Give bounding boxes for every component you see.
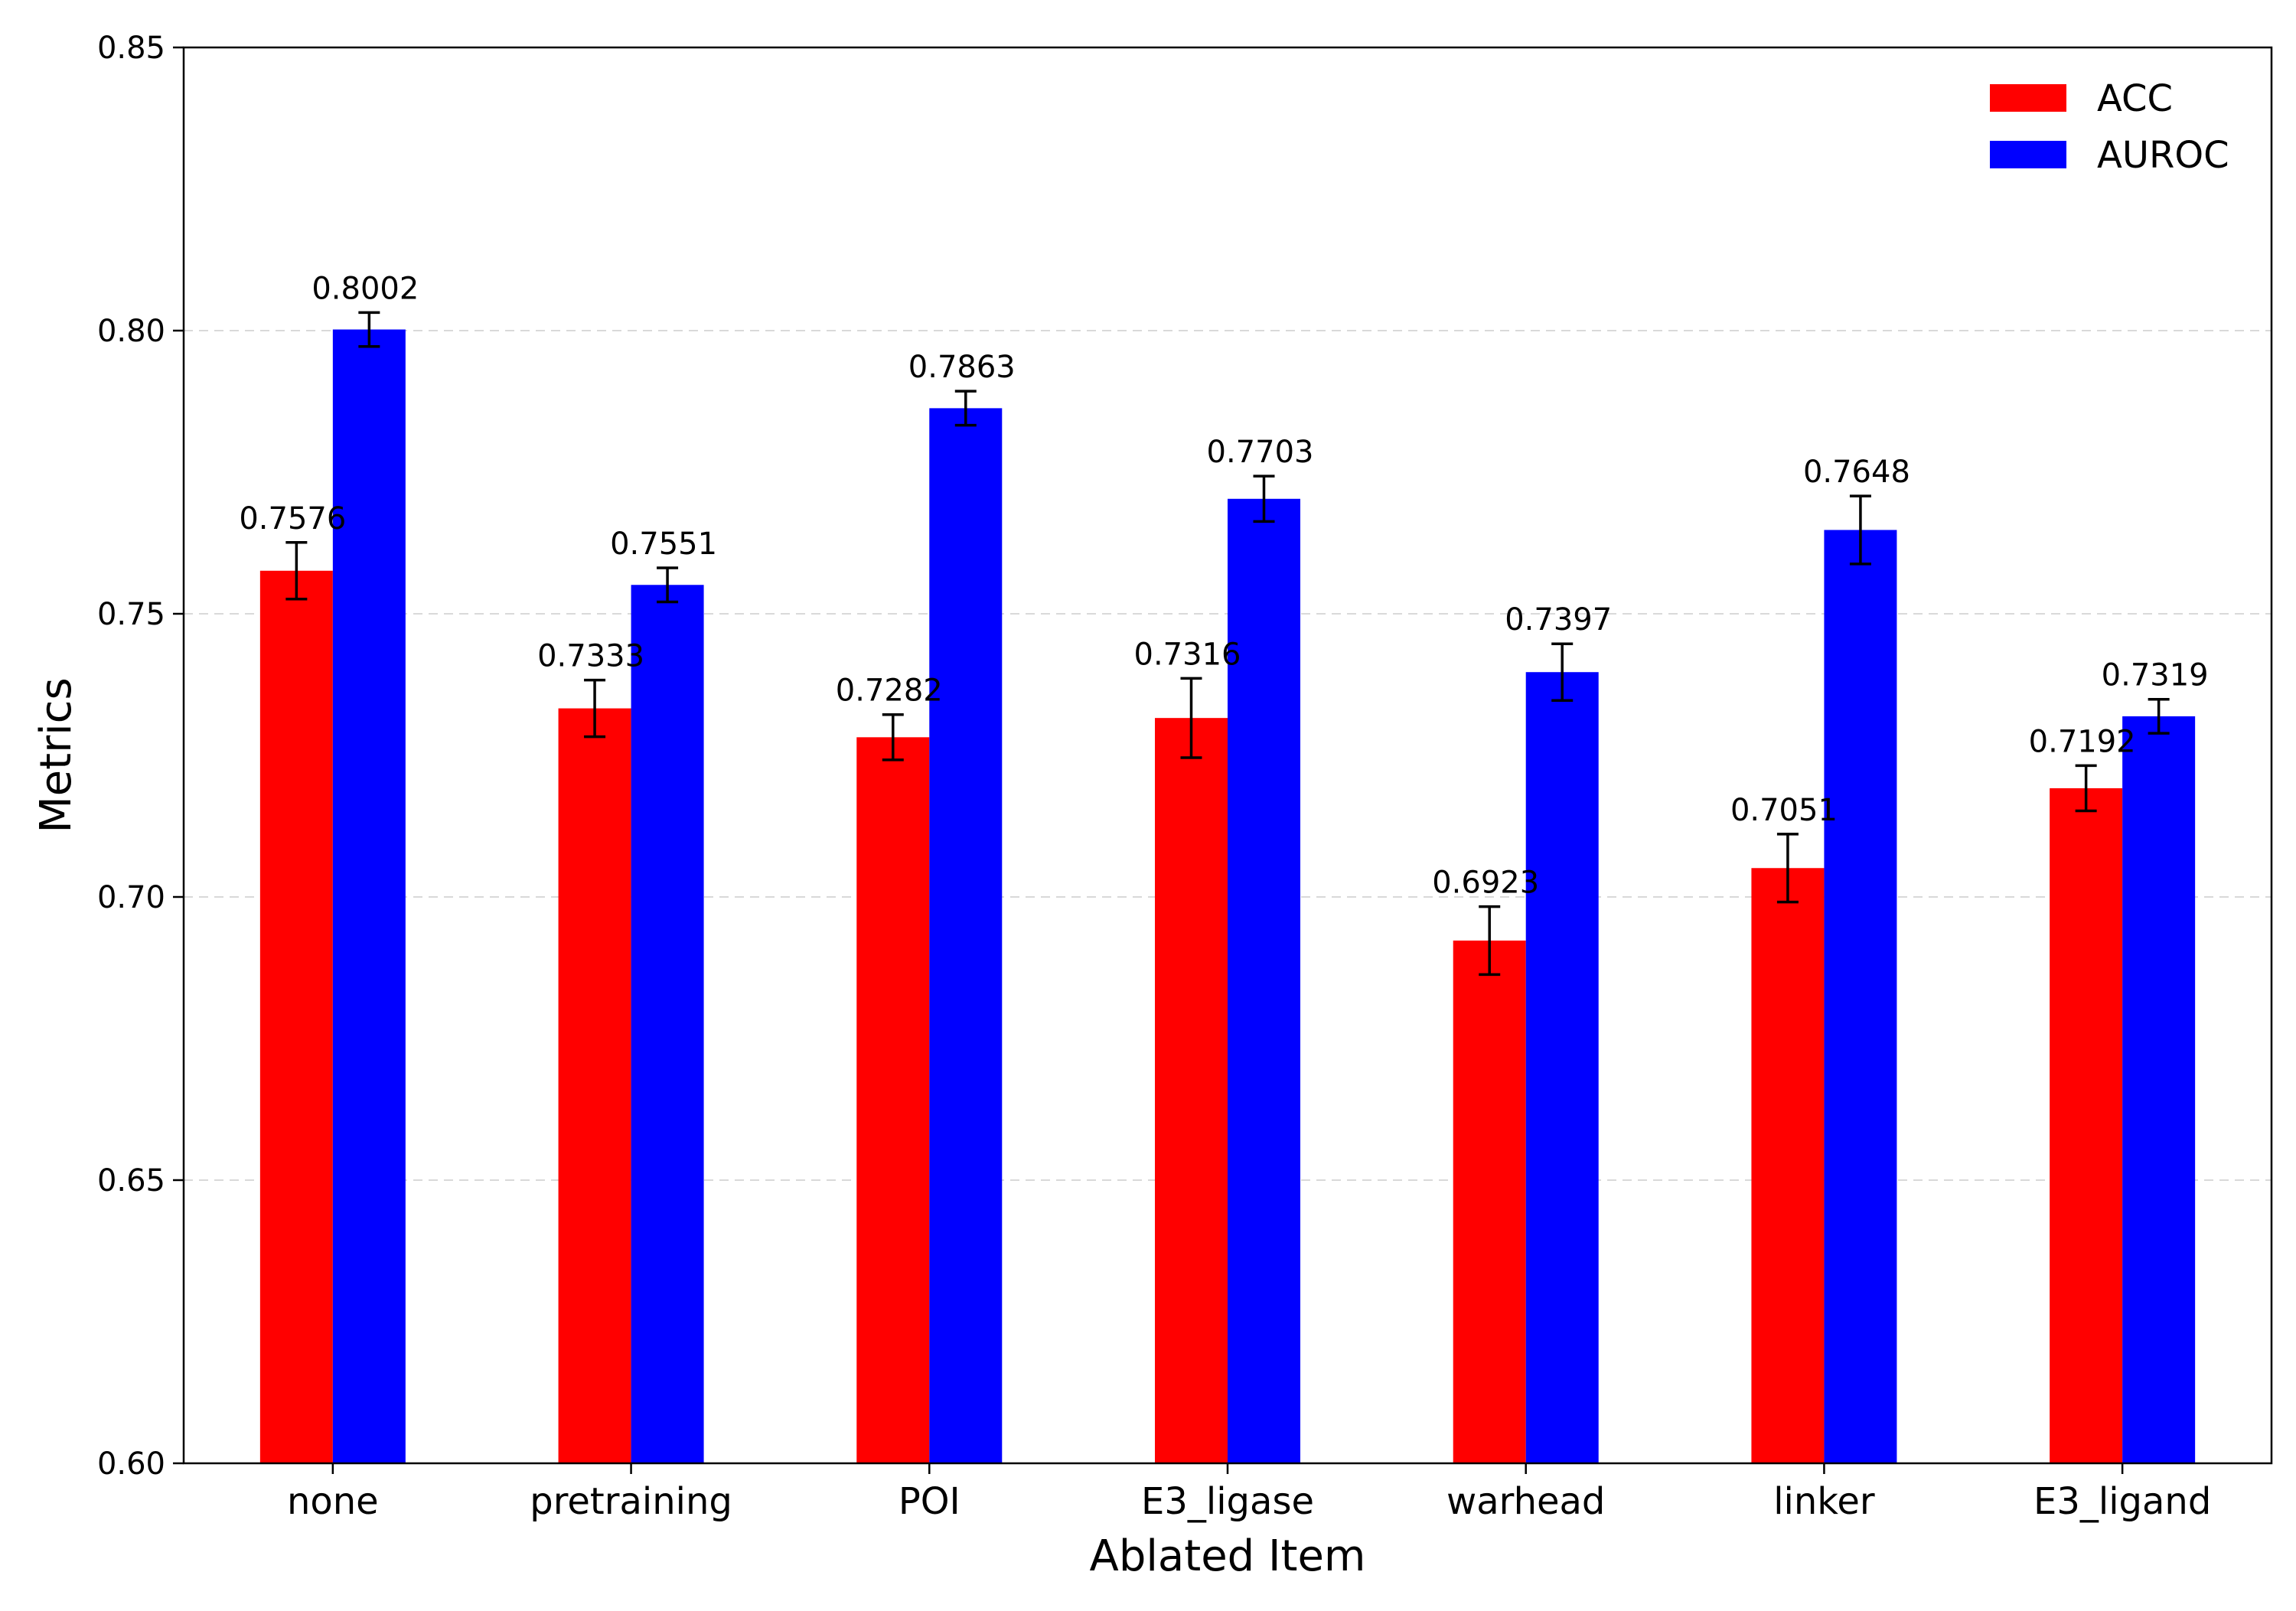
bar-auroc xyxy=(332,329,406,1463)
bar-value-label: 0.7551 xyxy=(610,527,717,562)
bar-acc xyxy=(558,708,631,1463)
error-bars xyxy=(285,311,2170,977)
bar-acc xyxy=(856,737,930,1463)
legend-label-auroc: AUROC xyxy=(2097,134,2229,177)
x-axis-title: Ablated Item xyxy=(1090,1531,1366,1581)
legend: ACC AUROC xyxy=(1990,77,2229,177)
bar-value-label: 0.7192 xyxy=(2029,724,2136,759)
x-tick-label: E3_ligand xyxy=(2033,1480,2211,1523)
bar-auroc xyxy=(1824,530,1897,1463)
legend-label-acc: ACC xyxy=(2097,77,2173,120)
bar-value-label: 0.7051 xyxy=(1730,793,1838,828)
bar-value-label: 0.7648 xyxy=(1803,455,1910,490)
bar-acc xyxy=(2050,788,2123,1463)
y-tick-label: 0.85 xyxy=(97,31,165,66)
y-tick-label: 0.65 xyxy=(97,1163,165,1198)
bar-acc xyxy=(1453,940,1526,1463)
bar-value-label: 0.8002 xyxy=(311,271,419,306)
bar-value-label: 0.7319 xyxy=(2102,658,2209,693)
bar-value-label: 0.7703 xyxy=(1207,435,1314,470)
bar-auroc xyxy=(1525,672,1599,1463)
bar-auroc xyxy=(631,585,704,1463)
bar-value-label: 0.7282 xyxy=(836,673,943,709)
bar-value-label: 0.6923 xyxy=(1432,866,1539,901)
y-tick-label: 0.75 xyxy=(97,597,165,632)
x-axis-ticks: none pretraining POI E3_ligase warhead linker… xyxy=(287,1463,2211,1523)
x-tick-label: E3_ligase xyxy=(1141,1480,1314,1523)
legend-swatch-auroc xyxy=(1990,141,2066,168)
bar-value-label: 0.7316 xyxy=(1134,637,1241,672)
bar-value-label: 0.7576 xyxy=(239,501,346,536)
y-axis-title: Metrics xyxy=(31,677,81,833)
bar-acc xyxy=(1751,868,1825,1463)
bar-value-label: 0.7397 xyxy=(1505,602,1612,638)
bar-value-label: 0.7333 xyxy=(537,639,644,674)
bars xyxy=(259,329,2196,1463)
x-tick-label: warhead xyxy=(1446,1480,1605,1523)
x-tick-label: pretraining xyxy=(530,1480,732,1523)
x-tick-label: POI xyxy=(899,1480,960,1523)
bar-value-label: 0.7863 xyxy=(908,350,1016,385)
y-tick-label: 0.70 xyxy=(97,880,165,915)
bar-auroc xyxy=(929,408,1003,1463)
bar-auroc xyxy=(2122,716,2196,1463)
bar-acc xyxy=(1155,718,1228,1463)
legend-swatch-acc xyxy=(1990,84,2066,112)
bar-acc xyxy=(259,570,333,1463)
y-tick-label: 0.80 xyxy=(97,314,165,349)
bar-auroc xyxy=(1228,498,1300,1463)
y-axis-ticks: 0.60 0.65 0.70 0.75 0.80 0.85 xyxy=(97,31,184,1482)
y-tick-label: 0.60 xyxy=(97,1446,165,1482)
value-labels: 0.7576 0.8002 0.7333 0.7551 0.7282 0.7863 0.73… xyxy=(239,271,2208,900)
x-tick-label: linker xyxy=(1773,1480,1875,1523)
x-tick-label: none xyxy=(287,1480,379,1523)
